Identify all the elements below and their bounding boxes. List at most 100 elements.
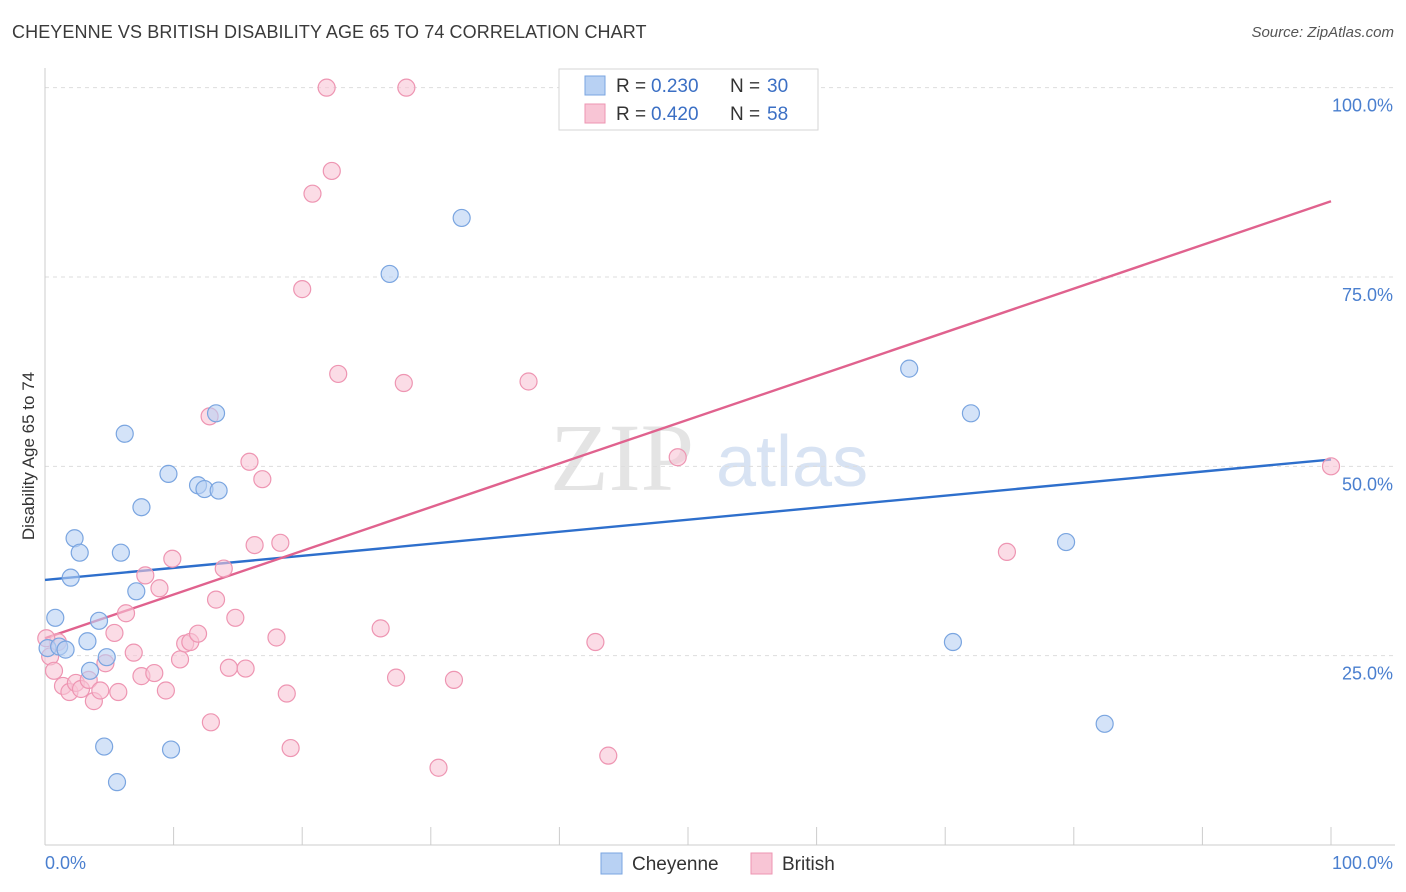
- point-cheyenne-4: [61, 568, 80, 587]
- trendline-british: [44, 200, 1332, 640]
- point-british-54: [668, 448, 687, 467]
- axis-layer: [44, 68, 1395, 846]
- point-cheyenne-29: [1095, 714, 1114, 733]
- point-british-41: [317, 78, 336, 97]
- trend-layer: [44, 200, 1332, 640]
- chart-title: CHEYENNE VS BRITISH DISABILITY AGE 65 TO…: [12, 22, 647, 42]
- point-cheyenne-11: [97, 648, 116, 667]
- point-british-11: [105, 623, 124, 643]
- watermark-atlas: atlas: [716, 422, 868, 502]
- point-cheyenne-28: [1056, 532, 1076, 552]
- x-tick-label-min: 0.0%: [45, 853, 86, 873]
- point-british-45: [386, 668, 406, 687]
- point-british-56: [1321, 457, 1341, 476]
- point-british-50: [519, 372, 538, 391]
- point-cheyenne-18: [161, 740, 181, 759]
- point-british-42: [322, 161, 341, 181]
- point-cheyenne-10: [95, 737, 114, 756]
- points-layer: [37, 78, 1341, 792]
- point-british-55: [997, 542, 1017, 562]
- legend-swatch-cheyenne: [584, 75, 606, 96]
- point-british-31: [236, 659, 255, 678]
- point-cheyenne-16: [132, 498, 151, 517]
- point-british-16: [136, 566, 155, 585]
- point-british-19: [156, 681, 175, 700]
- point-british-46: [394, 373, 413, 393]
- legend-n-label-cheyenne: N =: [730, 76, 760, 97]
- bottom-legend-label-cheyenne: Cheyenne: [632, 854, 719, 875]
- point-british-32: [240, 452, 259, 471]
- point-british-36: [271, 533, 290, 552]
- legend-r-value-cheyenne: 0.230: [651, 76, 699, 97]
- point-british-29: [219, 658, 238, 677]
- point-british-26: [201, 713, 220, 732]
- point-british-37: [277, 684, 296, 703]
- bottom-legend-swatch-cheyenne: [600, 852, 623, 875]
- point-cheyenne-8: [80, 661, 100, 680]
- y-axis-title: Disability Age 65 to 74: [19, 372, 38, 540]
- point-british-44: [371, 619, 390, 638]
- top-legend: R = 0.230 N = 30 R = 0.420 N = 58: [558, 68, 819, 131]
- point-british-27: [206, 590, 226, 609]
- y-tick-label-25: 25.0%: [1342, 664, 1393, 684]
- point-cheyenne-7: [78, 632, 97, 651]
- point-british-35: [267, 628, 286, 647]
- point-british-38: [281, 738, 300, 758]
- y-tick-label-100: 100.0%: [1332, 96, 1393, 116]
- point-cheyenne-14: [115, 424, 134, 443]
- point-cheyenne-6: [70, 543, 89, 562]
- legend-n-label-british: N =: [730, 104, 760, 125]
- bottom-legend-swatch-british: [750, 852, 773, 875]
- point-british-14: [124, 643, 143, 662]
- legend-n-value-british: 58: [767, 104, 788, 125]
- legend-r-label-cheyenne: R =: [616, 76, 646, 97]
- point-cheyenne-22: [209, 481, 228, 500]
- y-tick-label-50: 50.0%: [1342, 474, 1393, 494]
- tick-layer: 25.0% 50.0% 75.0% 100.0% 0.0% 100.0%: [45, 96, 1393, 873]
- legend-r-value-british: 0.420: [651, 104, 699, 125]
- point-british-17: [145, 663, 164, 683]
- point-british-18: [150, 579, 169, 598]
- point-cheyenne-1: [46, 608, 65, 627]
- legend-swatch-british: [584, 103, 606, 124]
- point-cheyenne-9: [89, 611, 109, 630]
- point-cheyenne-17: [159, 464, 178, 483]
- point-british-43: [329, 364, 348, 384]
- point-british-13: [116, 604, 136, 623]
- point-british-51: [586, 632, 605, 652]
- x-tick-label-max: 100.0%: [1332, 853, 1393, 873]
- bottom-legend: Cheyenne British: [600, 852, 835, 875]
- point-british-48: [429, 758, 448, 777]
- point-cheyenne-26: [961, 404, 981, 423]
- point-cheyenne-23: [380, 264, 399, 284]
- point-british-47: [397, 78, 416, 97]
- point-british-40: [303, 184, 322, 203]
- point-british-34: [253, 470, 272, 489]
- point-british-9: [91, 681, 110, 700]
- point-british-1: [44, 661, 64, 680]
- point-british-24: [188, 624, 208, 643]
- point-cheyenne-21: [206, 404, 226, 423]
- bottom-legend-label-british: British: [782, 854, 835, 875]
- legend-n-value-cheyenne: 30: [767, 76, 788, 97]
- point-british-20: [163, 549, 182, 568]
- legend-r-label-british: R =: [616, 104, 646, 125]
- point-cheyenne-24: [452, 208, 471, 228]
- point-british-39: [293, 280, 312, 299]
- point-british-21: [170, 650, 190, 669]
- point-cheyenne-13: [111, 543, 130, 562]
- point-british-30: [226, 608, 245, 627]
- y-tick-label-75: 75.0%: [1342, 285, 1393, 305]
- point-cheyenne-25: [900, 359, 919, 378]
- chart-source: Source: ZipAtlas.com: [1251, 24, 1394, 41]
- point-british-12: [109, 682, 128, 702]
- point-british-49: [444, 670, 464, 689]
- trendline-cheyenne: [44, 458, 1332, 582]
- point-british-28: [214, 559, 233, 578]
- point-british-33: [245, 535, 264, 555]
- point-cheyenne-15: [127, 582, 146, 601]
- point-cheyenne-12: [107, 773, 127, 792]
- point-cheyenne-27: [943, 632, 963, 652]
- point-cheyenne-3: [56, 640, 75, 659]
